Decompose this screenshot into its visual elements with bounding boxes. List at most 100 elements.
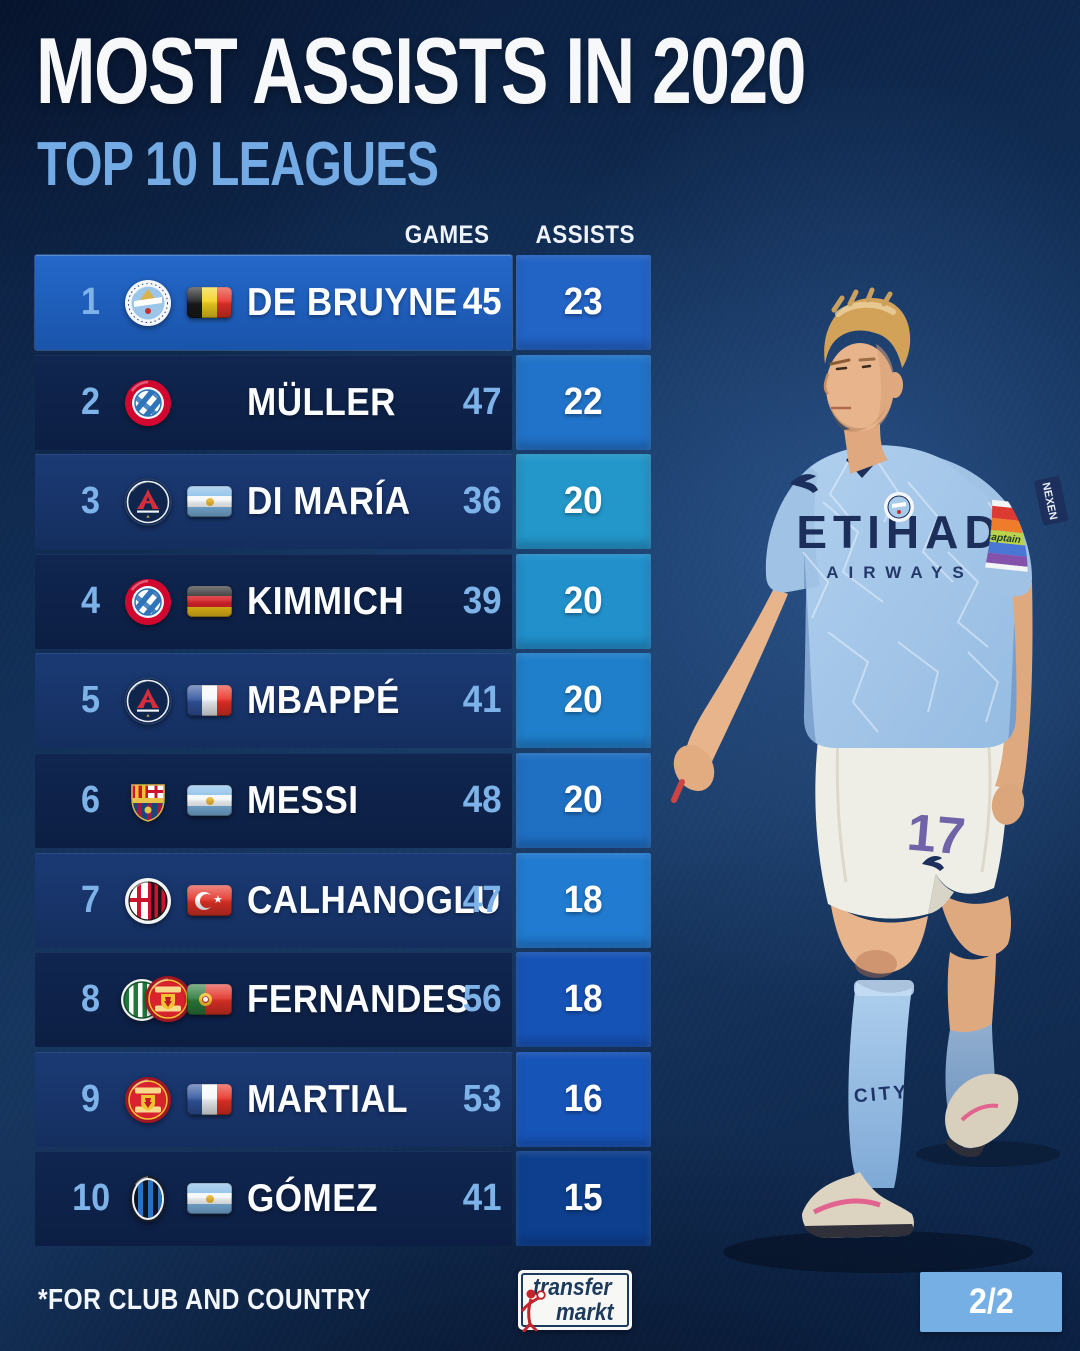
flag-france-icon [187, 685, 232, 716]
club-badges [121, 454, 175, 549]
club-badges [121, 1052, 175, 1147]
armband-text: captain [985, 531, 1021, 546]
page-title: MOST ASSISTS IN 2020 [36, 18, 806, 123]
rank-label: 7 [81, 879, 101, 921]
games-value: 45 [462, 281, 502, 323]
rank-label: 3 [81, 480, 101, 522]
club-badges [121, 355, 175, 450]
games-value: 56 [462, 978, 502, 1020]
club-badges [121, 653, 175, 748]
rank-label: 4 [81, 580, 101, 622]
assists-value-cell: 15 [516, 1151, 651, 1246]
jersey-sponsor-sub-text: AIRWAYS [826, 563, 973, 582]
player-photo: CITY 17 [671, 287, 1069, 1273]
player-name: DE BRUYNE [247, 281, 458, 324]
club-badge-atalanta-icon [130, 1175, 166, 1222]
games-value: 47 [462, 879, 502, 921]
games-value: 53 [462, 1078, 502, 1120]
table-row: 8 FERNANDES 56 [35, 952, 512, 1047]
assists-value-cell: 18 [516, 952, 651, 1047]
games-value: 47 [462, 381, 502, 423]
club-badge-psg-icon [124, 478, 172, 525]
player-name: DI MARÍA [247, 480, 411, 523]
sock-text: CITY [853, 1082, 910, 1108]
player-shadow [723, 1231, 1033, 1273]
flag-argentina-icon [187, 1183, 232, 1214]
jersey: ETIHAD AIRWAYS NEXEN captai [765, 445, 1069, 748]
page-indicator: 2/2 [920, 1272, 1062, 1332]
assists-value-cell: 16 [516, 1052, 651, 1147]
flag-argentina-icon [187, 785, 232, 816]
club-badge-bayern-icon [125, 379, 171, 426]
logo-inner-border [521, 1273, 629, 1327]
rank-label: 6 [81, 779, 101, 821]
front-boot [802, 1172, 914, 1238]
club-badges [121, 554, 175, 649]
logo-line1: transfer [533, 1274, 612, 1301]
player-name: GÓMEZ [247, 1177, 378, 1220]
transfermarkt-logo: transfer markt [518, 1270, 632, 1332]
games-value: 41 [462, 1177, 502, 1219]
flag-germany-icon [187, 586, 232, 617]
assists-value: 15 [564, 1177, 603, 1219]
shorts-number: 17 [905, 804, 968, 867]
club-badge-man-united-icon [125, 1076, 171, 1123]
assists-value: 18 [564, 879, 603, 921]
club-badges [121, 255, 175, 350]
footer-note: *FOR CLUB AND COUNTRY [38, 1284, 372, 1316]
table-row: 9 MARTIAL 53 [35, 1052, 512, 1147]
column-header-games: GAMES [404, 221, 490, 249]
table-row: 6 MESSI 48 [35, 753, 512, 848]
rank-label: 8 [81, 978, 101, 1020]
club-badge-milan-icon [125, 877, 171, 924]
rank-label: 1 [81, 281, 101, 323]
assists-value: 23 [564, 281, 603, 323]
flag-argentina-icon [187, 486, 232, 517]
rank-label: 2 [81, 381, 101, 423]
logo-figure-icon [521, 1289, 546, 1332]
club-badges [121, 753, 175, 848]
rank-label: 10 [71, 1177, 111, 1219]
club-badge-barcelona-icon [131, 783, 165, 822]
player-name: KIMMICH [247, 580, 405, 623]
club-badges [121, 1151, 175, 1246]
assists-value: 20 [564, 779, 603, 821]
assists-value: 20 [564, 679, 603, 721]
rear-hand [991, 783, 1025, 825]
rear-boot [945, 1073, 1019, 1148]
assists-value-cell: 20 [516, 653, 651, 748]
table-row: 1 DE BRUYNE 45 [35, 255, 512, 350]
assists-value: 20 [564, 580, 603, 622]
assists-value: 16 [564, 1078, 603, 1120]
assists-value-cell: 23 [516, 255, 651, 350]
player-name: MÜLLER [247, 381, 396, 424]
flag-portugal-icon [187, 984, 232, 1015]
flag-belgium-icon [187, 287, 232, 318]
assists-value: 20 [564, 480, 603, 522]
assists-value-cell: 22 [516, 355, 651, 450]
page-subtitle: TOP 10 LEAGUES [37, 130, 439, 199]
games-value: 48 [462, 779, 502, 821]
player-name: MBAPPÉ [247, 679, 400, 722]
assists-value-cell: 20 [516, 753, 651, 848]
assists-value-cell: 20 [516, 554, 651, 649]
player-head [823, 287, 911, 432]
logo-line2: markt [556, 1299, 614, 1326]
games-value: 39 [462, 580, 502, 622]
assists-value: 22 [564, 381, 603, 423]
club-badge-psg-icon [124, 677, 172, 724]
club-badge-bayern-icon [125, 578, 171, 625]
flag-france-icon [187, 1084, 232, 1115]
flag-turkey-icon: ★ [187, 885, 232, 916]
rank-label: 9 [81, 1078, 101, 1120]
assists-value: 18 [564, 978, 603, 1020]
club-badges [121, 853, 175, 948]
assists-value-cell: 18 [516, 853, 651, 948]
puma-logo [790, 474, 818, 493]
games-value: 41 [462, 679, 502, 721]
table-row: 4 KIMMICH 39 [35, 554, 512, 649]
front-hand [673, 745, 715, 791]
table-row: 3 DI MARÍA 36 [35, 454, 512, 549]
